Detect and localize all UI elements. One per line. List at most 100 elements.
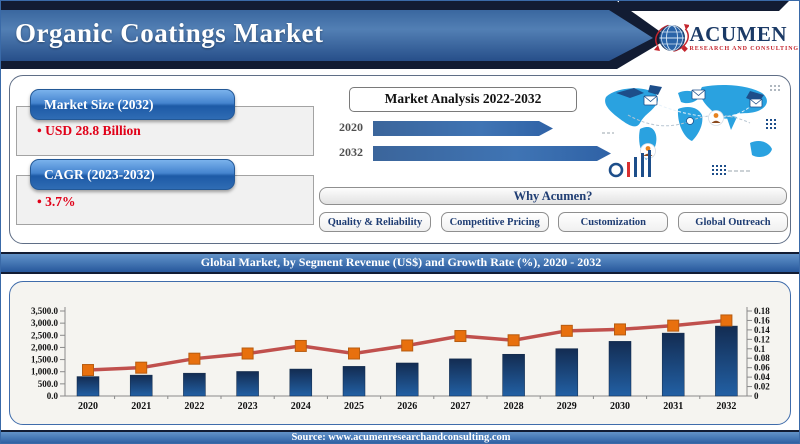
summary-panel: Market Size (2032) • USD 28.8 Billion CA… <box>9 75 791 244</box>
marker-2025 <box>348 347 360 360</box>
svg-text:3,000.0: 3,000.0 <box>31 318 59 328</box>
cagr-header: CAGR (2023-2032) <box>30 159 235 190</box>
svg-text:1,000.0: 1,000.0 <box>31 367 59 377</box>
bar-2025 <box>342 366 366 397</box>
marker-2022 <box>188 352 201 365</box>
svg-text:2028: 2028 <box>504 401 524 412</box>
analysis-year-2032: 2032 <box>339 145 363 159</box>
page-title: Organic Coatings Market <box>15 18 324 48</box>
marker-2026 <box>401 339 414 352</box>
dot-grid <box>766 119 776 129</box>
envelope-icon <box>691 89 706 100</box>
svg-text:2022: 2022 <box>184 401 204 412</box>
svg-text:0.08: 0.08 <box>754 353 770 363</box>
x-axis-ticks <box>114 396 701 399</box>
marker-2027 <box>454 330 467 343</box>
marker-2030 <box>614 323 626 336</box>
svg-text:2021: 2021 <box>131 401 151 412</box>
bar-2026 <box>395 362 419 397</box>
dot-grid <box>712 165 726 175</box>
svg-text:500.0: 500.0 <box>38 379 59 389</box>
svg-text:2032: 2032 <box>716 401 736 412</box>
feature-quality-reliability-button[interactable]: Quality & Reliability <box>319 212 431 232</box>
bar-2030 <box>608 341 632 397</box>
world-map-illustration <box>602 85 780 178</box>
marker-2028 <box>507 334 520 347</box>
logo-tagline: RESEARCH AND CONSULTING <box>689 45 799 52</box>
bar-2024 <box>289 368 313 397</box>
donut-chart-icon <box>608 162 624 178</box>
svg-text:2024: 2024 <box>291 401 311 412</box>
analysis-year-2020: 2020 <box>339 120 363 134</box>
svg-text:0.1: 0.1 <box>754 344 766 354</box>
why-acumen-header: Why Acumen? <box>319 187 787 205</box>
feature-customization-button[interactable]: Customization <box>558 212 669 232</box>
person-icon <box>708 110 724 126</box>
marker-2031 <box>667 319 680 332</box>
right-axis-ticks: 00.020.040.060.080.10.120.140.160.18 <box>747 306 770 401</box>
svg-text:1,500.0: 1,500.0 <box>31 355 59 365</box>
analysis-arrow-2032 <box>373 146 611 161</box>
bar-2023 <box>236 371 259 397</box>
mini-bars-icon <box>627 150 651 177</box>
svg-text:2025: 2025 <box>344 401 364 412</box>
feature-global-outreach-button[interactable]: Global Outreach <box>677 212 788 232</box>
acumen-logo: ACUMEN RESEARCH AND CONSULTING <box>653 9 799 66</box>
envelope-icon <box>749 98 763 108</box>
svg-text:0.18: 0.18 <box>754 306 770 316</box>
chart-panel: 0.0 500.0 1,000.0 1,500.0 2,000.0 2,500.0 3,00… <box>9 281 791 425</box>
marker-2023 <box>241 347 254 360</box>
x-axis-labels: 2020 2021 2022 2023 2024 2025 2026 2027 2028 2029… <box>78 401 736 412</box>
bar-2027 <box>449 358 472 397</box>
svg-text:0.02: 0.02 <box>754 382 770 392</box>
growth-rate-markers <box>82 314 733 377</box>
combo-chart: 0.0 500.0 1,000.0 1,500.0 2,000.0 2,500.0 3,00… <box>31 306 770 412</box>
cagr-value: • 3.7% <box>37 194 76 209</box>
marker-2029 <box>560 324 573 337</box>
source-footer: Source: www.acumenresearchandconsulting.… <box>1 430 799 443</box>
envelope-icon <box>643 95 658 106</box>
svg-text:2020: 2020 <box>78 401 98 412</box>
bar-2028 <box>502 353 525 397</box>
marker-2020 <box>82 364 94 377</box>
feature-buttons: Quality & Reliability Competitive Pricin… <box>319 212 788 232</box>
map-node-icon <box>686 117 694 125</box>
banner-arrow-graphic <box>1 1 789 69</box>
svg-text:2,500.0: 2,500.0 <box>31 330 59 340</box>
bar-2020 <box>76 376 100 397</box>
svg-text:0.04: 0.04 <box>754 372 770 382</box>
svg-text:3,500.0: 3,500.0 <box>31 306 59 316</box>
svg-text:2031: 2031 <box>663 401 683 412</box>
market-size-value: • USD 28.8 Billion <box>37 123 141 138</box>
revenue-bars <box>76 325 738 397</box>
marker-2032 <box>720 314 733 327</box>
bar-2031 <box>661 332 685 397</box>
svg-text:0.06: 0.06 <box>754 363 770 373</box>
globe-icon <box>654 23 689 52</box>
bar-2029 <box>555 348 579 397</box>
svg-text:0: 0 <box>754 391 759 401</box>
market-size-header: Market Size (2032) <box>30 89 235 120</box>
map-connection-line <box>627 114 751 127</box>
bar-2021 <box>129 374 153 397</box>
bar-2022 <box>183 372 206 397</box>
svg-text:2023: 2023 <box>238 401 258 412</box>
svg-text:0.16: 0.16 <box>754 315 770 325</box>
marker-2021 <box>135 361 148 374</box>
market-analysis-title: Market Analysis 2022-2032 <box>349 87 577 112</box>
logo-name: ACUMEN <box>689 21 787 46</box>
feature-competitive-pricing-button[interactable]: Competitive Pricing <box>440 212 549 232</box>
svg-text:2027: 2027 <box>450 401 470 412</box>
svg-text:0.14: 0.14 <box>754 325 770 335</box>
logo-text: ACUMEN RESEARCH AND CONSULTING <box>689 21 800 52</box>
dot-grid <box>770 85 780 91</box>
svg-text:2030: 2030 <box>610 401 630 412</box>
analysis-arrow-2020 <box>373 121 553 136</box>
chart-title-bar: Global Market, by Segment Revenue (US$) … <box>1 252 799 274</box>
svg-text:2029: 2029 <box>557 401 577 412</box>
svg-text:2,000.0: 2,000.0 <box>31 342 59 352</box>
marker-2024 <box>294 339 307 352</box>
left-axis-ticks: 0.0 500.0 1,000.0 1,500.0 2,000.0 2,500.0 3,00… <box>31 306 65 401</box>
svg-text:2026: 2026 <box>397 401 417 412</box>
